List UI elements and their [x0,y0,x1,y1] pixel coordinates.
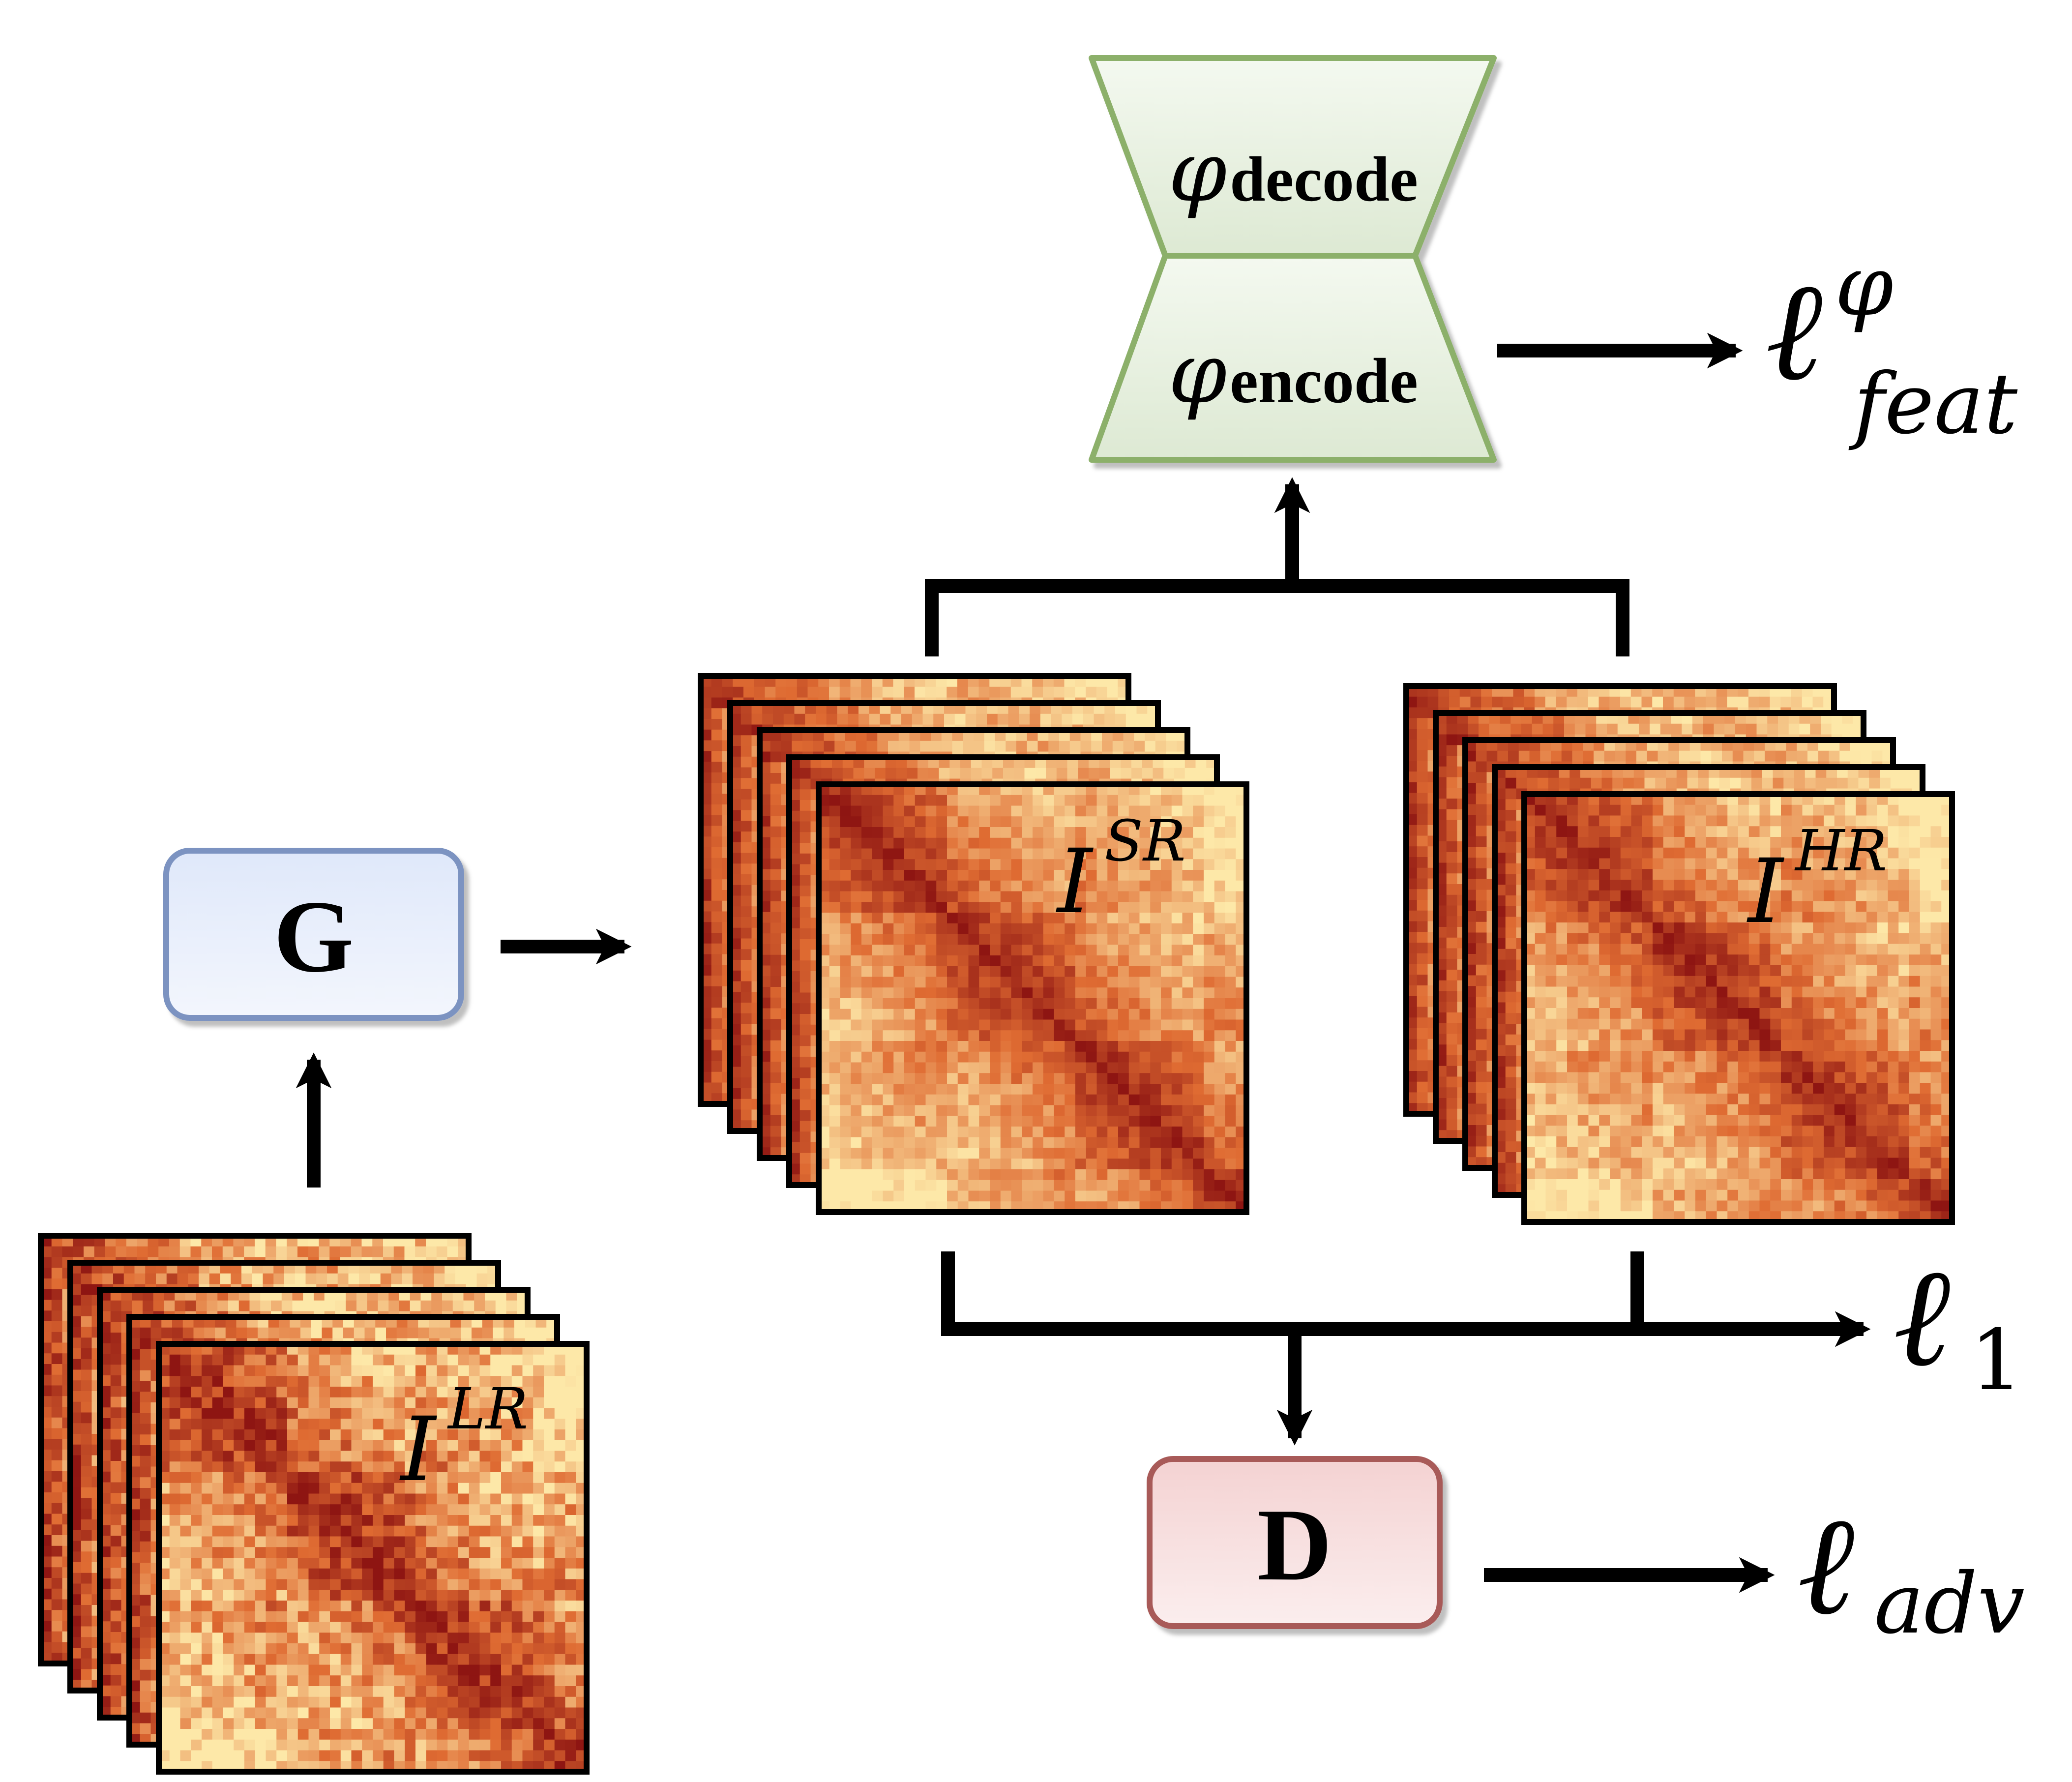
generator-label: G [273,880,354,994]
bracket-to-autoencoder [925,579,1629,656]
feature-autoencoder [1089,55,1497,463]
connectors [296,332,1871,1593]
sr-heatmap-stack [698,673,1249,1215]
lr-heatmap-stack [38,1233,590,1775]
lr-stack-label: I LR [399,1376,528,1501]
hr-heatmap-stack [1403,683,1955,1225]
front-heatmap [156,1341,590,1775]
discriminator-block: D [1147,1456,1443,1629]
hr-stack-label: I HR [1746,818,1887,943]
sr-stack-label: I SR [1056,808,1185,933]
bracket-to-l1-and-d [941,1251,1637,1336]
front-heatmap [1521,791,1955,1225]
decoder-label: φdecode [1168,123,1418,221]
front-heatmap [816,781,1249,1215]
adversarial-loss-label: ℓ adv [1797,1485,2025,1653]
discriminator-label: D [1257,1488,1332,1602]
encoder-trapezoid [1089,253,1497,463]
generator-block: G [163,848,464,1021]
encoder-label: φencode [1168,325,1418,422]
feature-loss-label: ℓ φ feat [1765,238,2018,453]
